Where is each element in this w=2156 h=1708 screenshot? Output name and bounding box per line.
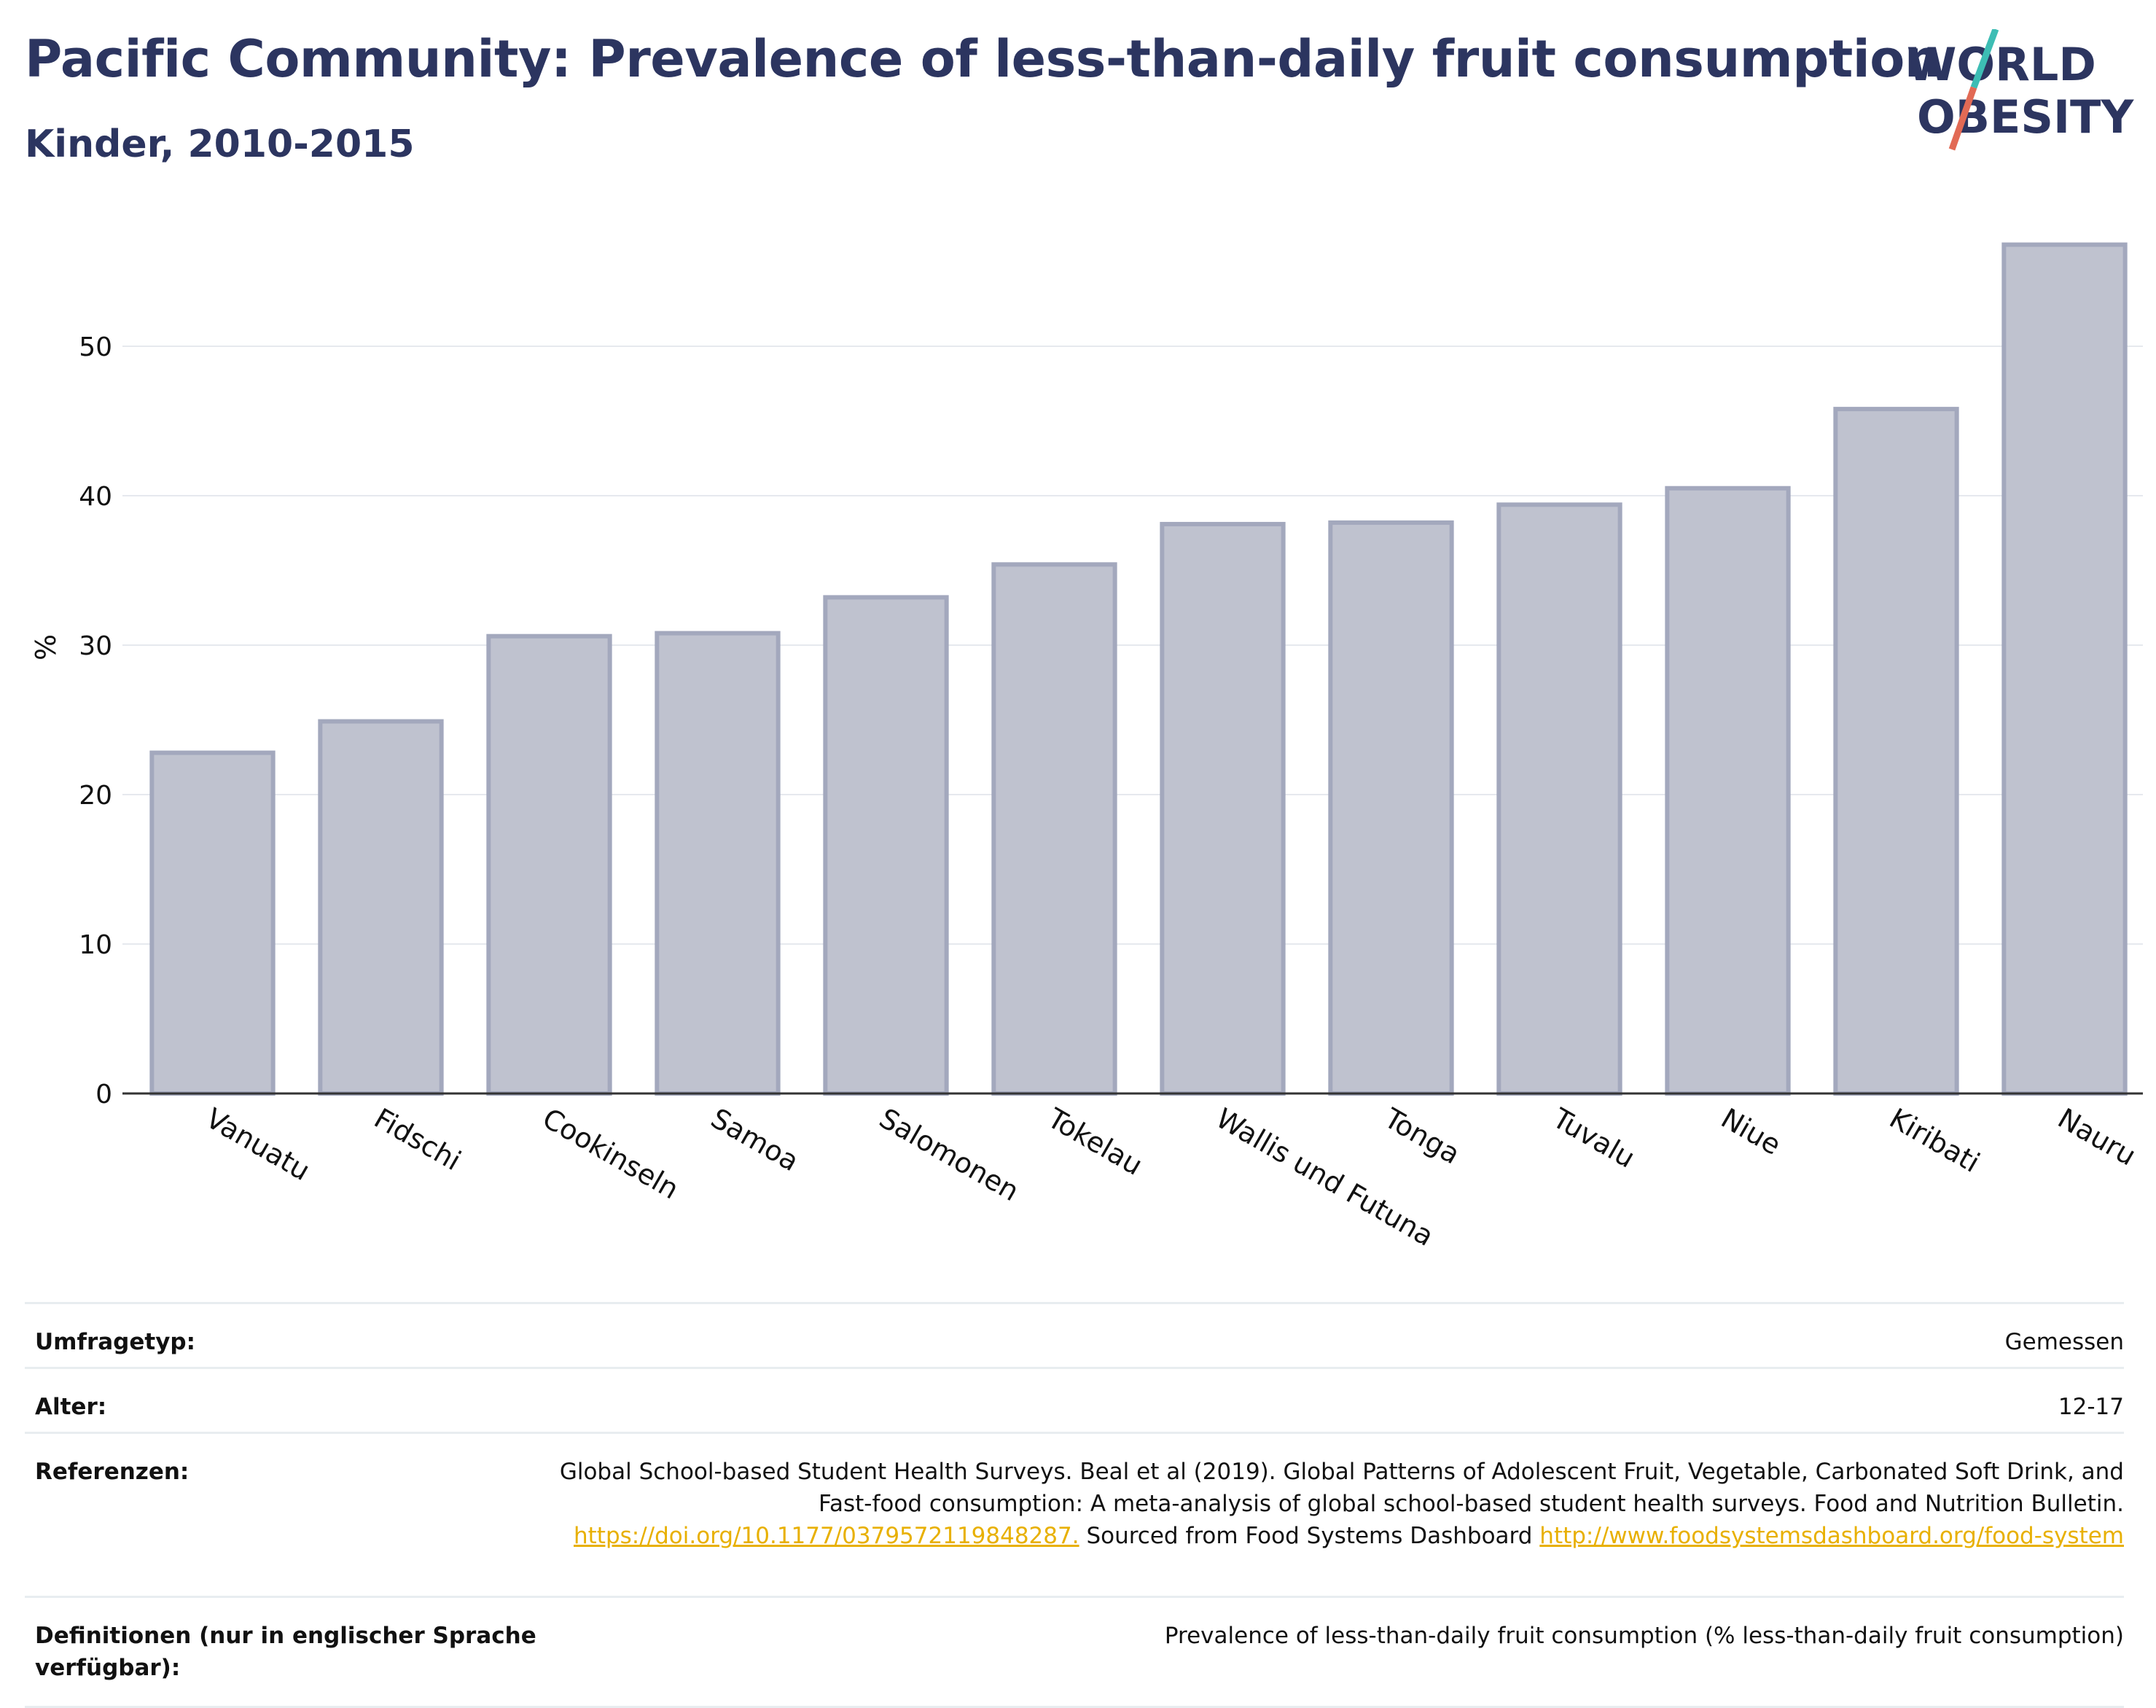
y-tick-label: 50 [79,332,112,362]
bar-salomonen [823,595,949,1096]
world-obesity-logo: WORLD OBESITY [1907,29,2134,151]
survey-type-label: Umfragetyp: [35,1329,195,1355]
bar-kiribati [1833,407,1959,1096]
bar-nauru [2001,242,2128,1096]
logo-slash-teal [1970,29,1999,89]
gridlines [122,346,2143,945]
metadata-table: Umfragetyp: Gemessen Alter: 12-17 Refere… [25,1302,2124,1708]
logo-line1: WORLD [1907,38,2096,91]
definitions-label: Definitionen (nur in englischer Sprache … [35,1623,536,1681]
bar-cookinseln [486,633,612,1096]
x-tick-label: Fidschi [369,1102,466,1177]
bar-tuvalu [1496,502,1622,1096]
references-value: Global School-based Student Health Surve… [535,1456,2124,1552]
y-axis-label: % [30,634,62,660]
x-tick-label: Niue [1716,1102,1786,1161]
y-tick-label: 40 [79,482,112,512]
logo-slash-red [1948,86,1977,151]
bar-chart: 0 10 20 30 40 50 Vanuatu Fidschi Cookinseln Samoa… [30,242,2143,1252]
meta-row-references: Referenzen: Global School-based Student … [25,1434,2124,1598]
chart-subtitle: Kinder, 2010-2015 [25,122,415,166]
references-text: Global School-based Student Health Surve… [559,1459,2124,1517]
doi-link[interactable]: https://doi.org/10.1177/0379572119848287… [574,1523,1079,1549]
bar-niue [1665,486,1791,1096]
bars [149,242,2128,1096]
x-tick-label: Salomonen [874,1102,1024,1208]
x-tick-label: Tuvalu [1547,1101,1640,1174]
bar-samoa [655,631,781,1096]
x-tick-label: Nauru [2053,1102,2141,1172]
food-systems-link[interactable]: http://www.foodsystemsdashboard.org/food… [1539,1523,2124,1549]
y-tick-label: 10 [79,930,112,960]
bar-wallis-und-futuna [1160,521,1286,1096]
age-value: 12-17 [2058,1394,2124,1420]
bar-tonga [1328,520,1454,1096]
y-tick-label: 0 [95,1080,112,1110]
bar-vanuatu [149,750,276,1096]
x-tick-label: Samoa [706,1102,804,1178]
chart-title: Pacific Community: Prevalence of less-th… [25,29,1941,89]
y-tick-label: 30 [79,631,112,661]
references-label: Referenzen: [35,1459,190,1485]
meta-row-age: Alter: 12-17 [25,1369,2124,1434]
y-tick-label: 20 [79,781,112,811]
logo-line2: OBESITY [1917,90,2134,144]
x-tick-label: Tokelau [1042,1101,1148,1182]
x-tick-label: Cookinseln [537,1102,684,1206]
definitions-value: Prevalence of less-than-daily fruit cons… [1164,1623,2124,1649]
x-tick-label: Kiribati [1884,1102,1985,1179]
age-label: Alter: [35,1394,107,1420]
references-source-text: Sourced from Food Systems Dashboard [1086,1523,1533,1549]
x-tick-label: Vanuatu [200,1102,316,1187]
bar-fidschi [318,719,444,1096]
meta-row-survey: Umfragetyp: Gemessen [25,1304,2124,1369]
bar-tokelau [991,562,1117,1096]
meta-row-definitions: Definitionen (nur in englischer Sprache … [25,1598,2124,1708]
survey-type-value: Gemessen [2004,1329,2124,1355]
x-tick-label: Tonga [1378,1101,1465,1170]
